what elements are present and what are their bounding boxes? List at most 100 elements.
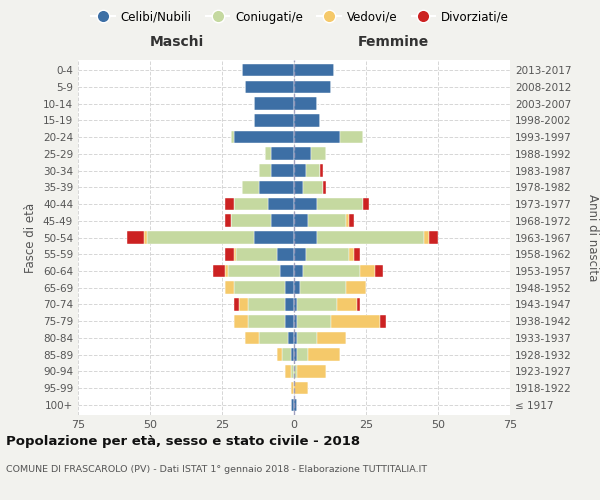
- Bar: [311, 148, 326, 160]
- Bar: [242, 181, 259, 194]
- Bar: [308, 348, 340, 361]
- Bar: [277, 248, 294, 260]
- Bar: [294, 282, 300, 294]
- Bar: [294, 398, 297, 411]
- Text: Popolazione per età, sesso e stato civile - 2018: Popolazione per età, sesso e stato civil…: [6, 435, 360, 448]
- Bar: [259, 332, 288, 344]
- Bar: [228, 264, 280, 278]
- Legend: Celibi/Nubili, Coniugati/e, Vedovi/e, Divorziati/e: Celibi/Nubili, Coniugati/e, Vedovi/e, Di…: [86, 6, 514, 28]
- Bar: [254, 98, 294, 110]
- Bar: [286, 315, 294, 328]
- Bar: [144, 231, 147, 244]
- Bar: [230, 214, 271, 227]
- Bar: [374, 264, 383, 278]
- Bar: [291, 365, 294, 378]
- Bar: [230, 130, 233, 143]
- Bar: [127, 231, 144, 244]
- Bar: [380, 315, 386, 328]
- Bar: [248, 298, 286, 311]
- Bar: [259, 164, 271, 177]
- Bar: [242, 64, 294, 76]
- Bar: [294, 130, 340, 143]
- Bar: [233, 248, 236, 260]
- Bar: [233, 198, 268, 210]
- Bar: [300, 282, 346, 294]
- Bar: [294, 264, 302, 278]
- Bar: [337, 298, 358, 311]
- Bar: [294, 348, 297, 361]
- Bar: [280, 264, 294, 278]
- Bar: [245, 80, 294, 93]
- Bar: [294, 332, 297, 344]
- Bar: [254, 231, 294, 244]
- Bar: [214, 264, 225, 278]
- Bar: [294, 248, 305, 260]
- Bar: [355, 248, 360, 260]
- Bar: [349, 248, 355, 260]
- Bar: [239, 298, 248, 311]
- Bar: [302, 181, 323, 194]
- Y-axis label: Fasce di età: Fasce di età: [25, 202, 37, 272]
- Bar: [302, 264, 360, 278]
- Bar: [233, 315, 248, 328]
- Bar: [291, 382, 294, 394]
- Bar: [317, 332, 346, 344]
- Bar: [346, 214, 349, 227]
- Bar: [297, 332, 317, 344]
- Bar: [363, 198, 369, 210]
- Bar: [297, 315, 331, 328]
- Bar: [323, 181, 326, 194]
- Bar: [294, 181, 302, 194]
- Text: COMUNE DI FRASCAROLO (PV) - Dati ISTAT 1° gennaio 2018 - Elaborazione TUTTITALIA: COMUNE DI FRASCAROLO (PV) - Dati ISTAT 1…: [6, 465, 427, 474]
- Bar: [424, 231, 430, 244]
- Bar: [291, 348, 294, 361]
- Bar: [294, 365, 297, 378]
- Bar: [297, 348, 308, 361]
- Bar: [233, 282, 286, 294]
- Bar: [297, 365, 326, 378]
- Text: Maschi: Maschi: [150, 36, 205, 50]
- Bar: [294, 64, 334, 76]
- Bar: [291, 398, 294, 411]
- Bar: [294, 198, 317, 210]
- Bar: [349, 214, 355, 227]
- Bar: [248, 315, 286, 328]
- Y-axis label: Anni di nascita: Anni di nascita: [586, 194, 599, 281]
- Bar: [294, 98, 317, 110]
- Bar: [286, 298, 294, 311]
- Bar: [430, 231, 438, 244]
- Bar: [294, 80, 331, 93]
- Bar: [297, 298, 337, 311]
- Bar: [225, 264, 228, 278]
- Bar: [331, 315, 380, 328]
- Bar: [320, 164, 323, 177]
- Bar: [271, 148, 294, 160]
- Bar: [233, 130, 294, 143]
- Bar: [358, 298, 360, 311]
- Bar: [288, 332, 294, 344]
- Bar: [346, 282, 366, 294]
- Bar: [294, 148, 311, 160]
- Bar: [259, 181, 294, 194]
- Bar: [317, 231, 424, 244]
- Bar: [271, 164, 294, 177]
- Text: Femmine: Femmine: [358, 36, 429, 50]
- Bar: [294, 214, 308, 227]
- Bar: [294, 164, 305, 177]
- Bar: [225, 198, 233, 210]
- Bar: [271, 214, 294, 227]
- Bar: [294, 114, 320, 126]
- Bar: [245, 332, 259, 344]
- Bar: [294, 382, 308, 394]
- Bar: [147, 231, 254, 244]
- Bar: [268, 198, 294, 210]
- Bar: [360, 264, 374, 278]
- Bar: [225, 248, 233, 260]
- Bar: [294, 298, 297, 311]
- Bar: [236, 248, 277, 260]
- Bar: [286, 365, 291, 378]
- Bar: [225, 282, 233, 294]
- Bar: [317, 198, 363, 210]
- Bar: [254, 114, 294, 126]
- Bar: [305, 248, 349, 260]
